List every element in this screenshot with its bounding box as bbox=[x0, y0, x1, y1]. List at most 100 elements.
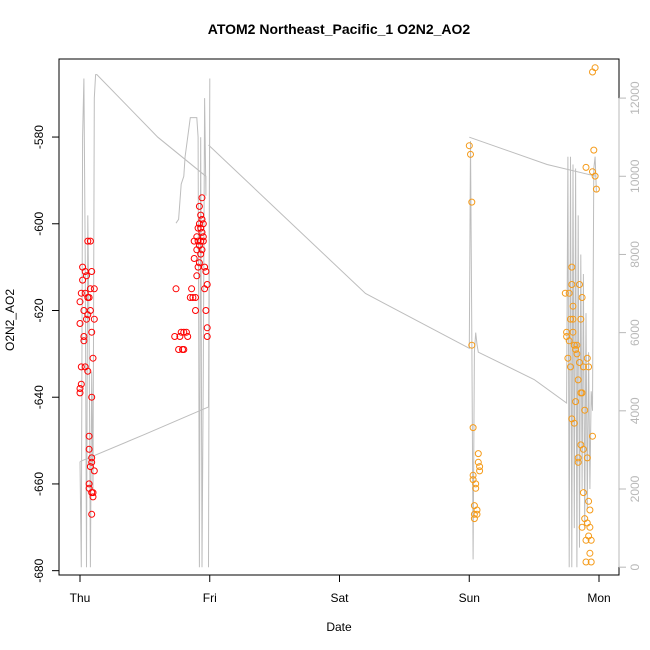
data-point bbox=[576, 281, 583, 288]
data-point bbox=[565, 337, 573, 345]
y-axis-label: O2N2_AO2 bbox=[3, 289, 17, 351]
data-point bbox=[89, 489, 97, 497]
data-point bbox=[581, 406, 589, 414]
data-point bbox=[569, 302, 577, 310]
data-point bbox=[80, 337, 88, 345]
data-point bbox=[203, 281, 211, 288]
data-point bbox=[193, 272, 201, 280]
data-point bbox=[195, 202, 203, 210]
y2-tick-label: 12000 bbox=[628, 81, 642, 115]
y2-tick-label: 8000 bbox=[628, 241, 642, 268]
data-point bbox=[576, 359, 583, 366]
data-point bbox=[198, 246, 206, 254]
data-point bbox=[201, 263, 209, 271]
x-tick-label: Sun bbox=[459, 591, 480, 605]
data-point bbox=[177, 328, 185, 336]
altitude-line bbox=[469, 136, 597, 177]
data-point bbox=[88, 510, 96, 518]
data-point bbox=[199, 237, 207, 245]
data-point bbox=[574, 376, 582, 384]
data-point bbox=[84, 237, 92, 245]
y2-tick-label: 10000 bbox=[628, 159, 642, 193]
data-point bbox=[76, 385, 84, 392]
data-point bbox=[190, 255, 198, 262]
axes: Thu Fri Sat Sun Mon -680 -660 -640 -620 -600 -580 0… bbox=[32, 81, 642, 605]
data-point bbox=[586, 549, 594, 557]
data-point bbox=[578, 523, 586, 531]
data-point bbox=[79, 276, 87, 284]
data-point bbox=[186, 294, 194, 301]
data-point bbox=[474, 450, 482, 458]
data-point bbox=[582, 163, 590, 171]
data-point bbox=[465, 142, 473, 150]
data-point bbox=[86, 285, 94, 293]
data-point bbox=[592, 185, 600, 193]
data-point bbox=[574, 458, 582, 466]
y2-tick-label: 4000 bbox=[628, 397, 642, 424]
data-point bbox=[586, 523, 594, 531]
data-point bbox=[468, 341, 476, 349]
x-tick-label: Fri bbox=[203, 591, 217, 605]
data-point bbox=[86, 237, 94, 245]
y-tick-label: -580 bbox=[32, 125, 46, 149]
data-point bbox=[572, 346, 580, 353]
data-point bbox=[476, 463, 484, 471]
data-point bbox=[567, 315, 574, 323]
data-point bbox=[90, 467, 98, 475]
data-point bbox=[579, 445, 587, 453]
data-point bbox=[573, 341, 581, 349]
data-point bbox=[89, 354, 97, 362]
data-point bbox=[569, 328, 577, 336]
data-point bbox=[195, 259, 203, 267]
data-point bbox=[476, 467, 484, 475]
data-point bbox=[88, 454, 96, 462]
data-point bbox=[564, 354, 572, 362]
plot-area bbox=[76, 64, 600, 568]
data-point bbox=[583, 454, 591, 462]
data-point bbox=[90, 315, 98, 323]
data-point bbox=[579, 489, 587, 497]
y2-tick-label: 6000 bbox=[628, 319, 642, 346]
data-point bbox=[467, 150, 474, 158]
data-point bbox=[568, 263, 576, 271]
data-point bbox=[77, 363, 85, 371]
data-point bbox=[198, 228, 206, 236]
data-point bbox=[85, 294, 93, 301]
x-tick-label: Thu bbox=[70, 591, 91, 605]
data-point bbox=[585, 363, 593, 371]
data-point bbox=[469, 424, 477, 432]
data-point bbox=[76, 298, 84, 306]
data-point bbox=[586, 506, 594, 514]
y-tick-label: -660 bbox=[32, 472, 46, 496]
data-point bbox=[184, 333, 192, 340]
data-point bbox=[591, 172, 599, 180]
y-tick-label: -640 bbox=[32, 385, 46, 409]
data-point bbox=[192, 307, 199, 314]
data-point bbox=[176, 333, 184, 340]
data-point bbox=[76, 389, 84, 397]
data-point bbox=[583, 354, 591, 362]
data-point bbox=[568, 281, 576, 288]
data-point bbox=[192, 294, 199, 301]
data-point bbox=[197, 211, 205, 219]
y2-tick-label: 0 bbox=[628, 564, 642, 571]
data-point bbox=[194, 237, 202, 245]
data-point bbox=[88, 458, 96, 466]
data-point bbox=[83, 315, 90, 323]
data-point bbox=[83, 272, 90, 280]
data-point bbox=[188, 285, 196, 293]
data-point bbox=[85, 445, 93, 453]
data-point bbox=[172, 285, 180, 293]
x-axis-label: Date bbox=[326, 620, 352, 634]
data-point bbox=[590, 146, 598, 154]
altitude-line bbox=[79, 74, 207, 568]
data-point bbox=[591, 64, 599, 72]
y-tick-label: -680 bbox=[32, 558, 46, 582]
data-point bbox=[578, 389, 586, 397]
data-point bbox=[589, 432, 596, 440]
data-point bbox=[85, 432, 93, 440]
data-point bbox=[579, 363, 587, 371]
y-tick-label: -620 bbox=[32, 298, 46, 322]
data-point bbox=[76, 320, 84, 327]
data-point bbox=[468, 198, 476, 206]
